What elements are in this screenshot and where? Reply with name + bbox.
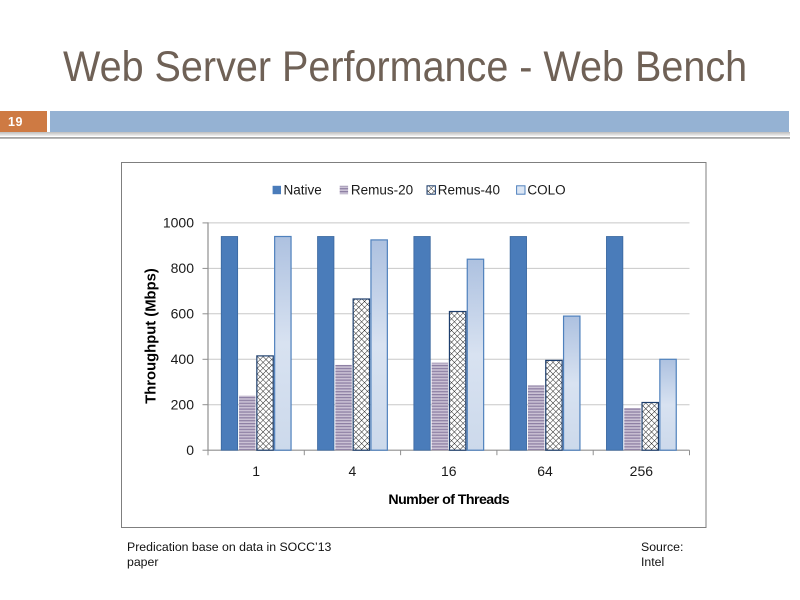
svg-text:1000: 1000 [163, 215, 194, 231]
svg-text:Native: Native [284, 182, 322, 197]
svg-text:4: 4 [349, 463, 357, 479]
svg-text:COLO: COLO [527, 182, 565, 197]
svg-text:64: 64 [537, 463, 553, 479]
svg-text:0: 0 [186, 442, 194, 458]
svg-text:256: 256 [630, 463, 654, 479]
svg-text:800: 800 [171, 260, 195, 276]
svg-text:600: 600 [171, 305, 195, 321]
svg-text:Throughput (Mbps): Throughput (Mbps) [144, 268, 160, 404]
svg-text:200: 200 [171, 396, 195, 412]
svg-text:400: 400 [171, 351, 195, 367]
svg-text:16: 16 [441, 463, 457, 479]
svg-text:Remus-40: Remus-40 [438, 182, 500, 197]
svg-text:1: 1 [252, 463, 260, 479]
svg-text:Remus-20: Remus-20 [351, 182, 413, 197]
svg-text:Number of Threads: Number of Threads [388, 492, 509, 508]
